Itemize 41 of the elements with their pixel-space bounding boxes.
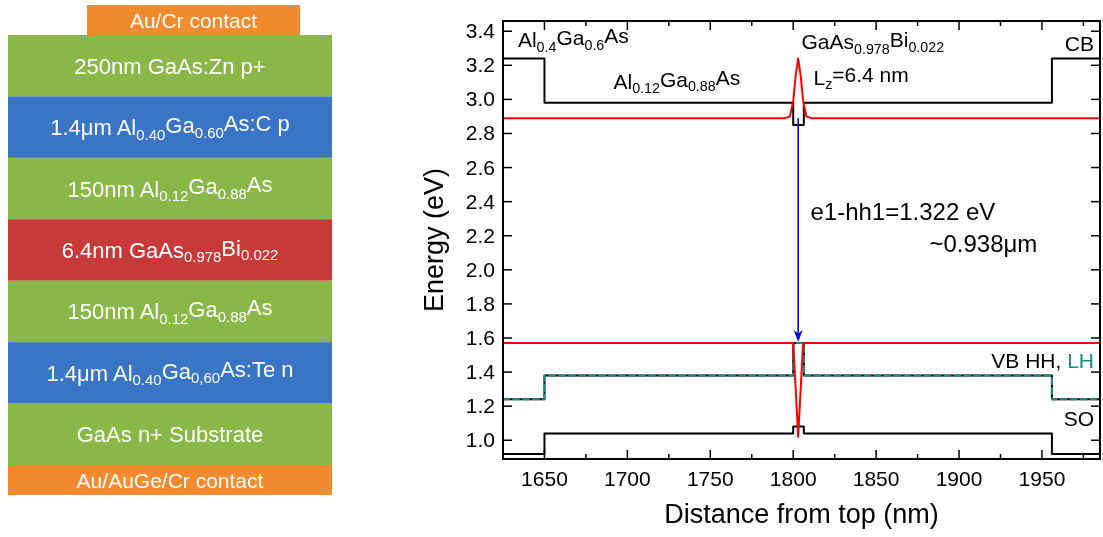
text: 150nm Al$_{0.12}$Ga$_{0.88}$As (67, 172, 273, 205)
y-tick-label: 2.0 (465, 257, 495, 281)
y-tick-label: 2.2 (465, 223, 495, 247)
x-tick-label: 1800 (769, 467, 817, 490)
text: 6.4nm GaAs$_{0.978}$Bi$_{0.022}$ (61, 235, 279, 266)
annotation: Al$_{0.12}$Ga$_{0.88}$As (613, 65, 741, 97)
y-tick-label: 1.2 (465, 394, 495, 418)
text: 1.4μm Al$_{0.40}$Ga$_{0.60}$As:C p (50, 110, 290, 143)
y-tick-label: 2.6 (465, 155, 495, 179)
legend-label: CB (1064, 32, 1094, 56)
y-tick-label: 3.2 (465, 53, 495, 77)
y-tick-label: 1.0 (465, 428, 495, 452)
x-tick-label: 1700 (604, 467, 651, 490)
y-tick-label: 3.0 (465, 87, 495, 111)
annotation: GaAs$_{0.978}$Bi$_{0.022}$ (801, 28, 945, 57)
annotation: Al$_{0.4}$Ga$_{0.6}$As (517, 24, 629, 55)
y-tick-label: 1.6 (465, 326, 495, 349)
x-tick-label: 1950 (1018, 467, 1066, 490)
y-axis-title: Energy (eV) (419, 167, 449, 313)
text: 150nm Al$_{0.12}$Ga$_{0.88}$As (67, 295, 273, 327)
y-tick-label: 1.8 (465, 291, 495, 315)
annotation: ~0.938μm (929, 230, 1038, 258)
y-tick-label: 1.4 (465, 360, 496, 384)
text: 1.4μm Al$_{0.40}$Ga$_{0,60}$As:Te n (46, 356, 294, 389)
y-tick-label: 3.4 (465, 19, 496, 43)
y-tick-label: 2.8 (465, 121, 495, 145)
x-tick-label: 1850 (852, 467, 900, 490)
annotation: e1-hh1=1.322 eV (810, 198, 996, 226)
text: Au/AuGe/Cr contact (76, 469, 264, 492)
y-tick-label: 2.4 (465, 189, 496, 213)
legend-label: SO (1063, 407, 1094, 431)
x-tick-label: 1900 (935, 467, 983, 490)
x-tick-label: 1650 (521, 467, 568, 490)
x-tick-label: 1750 (686, 467, 734, 490)
annotation: L$_{z}$=6.4 nm (813, 63, 909, 92)
text: GaAs n+ Substrate (76, 422, 264, 448)
text: Au/Cr contact (129, 9, 258, 32)
x-axis-title: Distance from top (nm) (664, 499, 939, 529)
text: 250nm GaAs:Zn p+ (74, 53, 266, 79)
legend-label: VB HH, (991, 349, 1062, 373)
series-label: LH (1061, 349, 1094, 373)
